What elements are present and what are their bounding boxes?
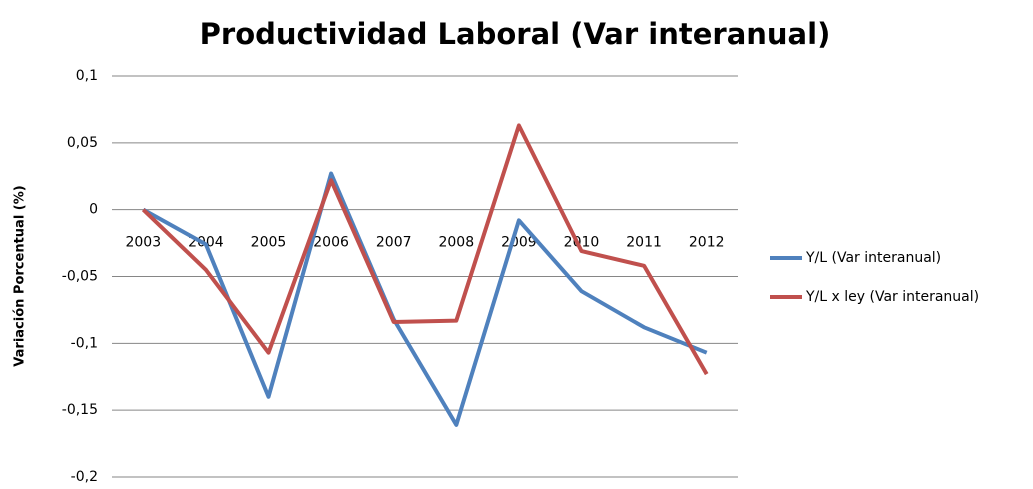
series-line [141, 123, 709, 376]
y-tick-label: -0,15 [62, 402, 98, 418]
x-tick-label: 2006 [313, 235, 349, 251]
x-tick-label: 2005 [251, 235, 287, 251]
y-tick-label: 0,05 [67, 135, 98, 151]
y-tick-label: -0,1 [71, 335, 98, 351]
x-tick-label: 2008 [438, 235, 474, 251]
y-tick-label: -0,05 [62, 269, 98, 285]
x-tick-label: 2010 [564, 235, 600, 251]
x-tick-label: 2011 [626, 235, 662, 251]
legend-label: Y/L (Var interanual) [805, 250, 941, 266]
x-tick-label: 2007 [376, 235, 412, 251]
y-axis-title: Variación Porcentual (%) [13, 185, 28, 366]
chart-title: Productividad Laboral (Var interanual) [200, 17, 831, 51]
legend-label: Y/L x ley (Var interanual) [805, 289, 979, 305]
y-tick-label: -0,2 [71, 469, 98, 485]
x-tick-label: 2012 [689, 235, 725, 251]
y-tick-label: 0 [89, 202, 98, 218]
x-tick-label: 2003 [125, 235, 161, 251]
series-line [142, 171, 708, 427]
y-tick-label: 0,1 [76, 68, 98, 84]
